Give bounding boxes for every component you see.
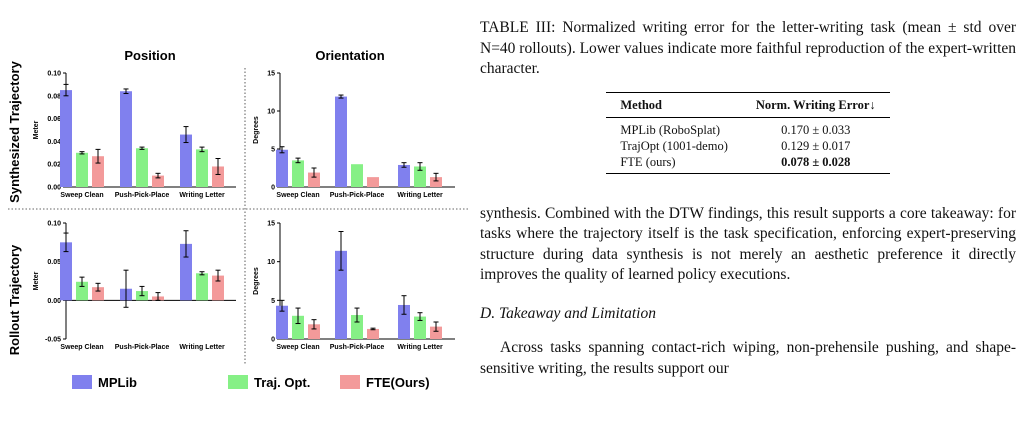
y-axis-label: Degrees [253, 267, 260, 295]
section-heading: D. Takeaway and Limitation [480, 304, 656, 322]
text-column: TABLE III: Normalized writing error for … [480, 18, 1016, 379]
y-tick-label: 0 [271, 337, 275, 344]
bar [367, 328, 379, 339]
bar [276, 305, 288, 339]
table-cell-value: 0.129 ± 0.017 [781, 138, 851, 153]
y-tick-label: 0.02 [47, 162, 61, 169]
bar-chart-grid: Position Orientation Synthesized Trajector… [7, 48, 468, 390]
y-tick-label: 0.10 [47, 71, 61, 78]
bar [414, 166, 426, 187]
table-cell-value: 0.170 ± 0.033 [781, 122, 851, 137]
bar [398, 164, 410, 187]
table-row: FTE (ours) 0.078 ± 0.028 [606, 153, 890, 174]
y-tick-label: 0.00 [47, 298, 61, 305]
legend-label: FTE(Ours) [366, 375, 430, 390]
body-paragraph-2: Across tasks spanning contact-rich wipin… [480, 339, 1016, 377]
bar [76, 152, 88, 187]
y-tick-label: 0.05 [47, 259, 61, 266]
table-header-error: Norm. Writing Error↓ [741, 91, 890, 118]
y-tick-label: 5 [271, 298, 275, 305]
bar [92, 156, 104, 187]
bar [196, 149, 208, 187]
y-tick-label: 0.08 [47, 93, 61, 100]
y-axis-label: Meter [33, 271, 40, 290]
y-tick-label: 0.00 [47, 185, 61, 192]
legend-swatch [340, 375, 360, 389]
bar [351, 315, 363, 339]
table-caption: TABLE III: Normalized writing error for … [480, 19, 1016, 77]
bar [414, 316, 426, 339]
table-row: MPLib (RoboSplat) 0.170 ± 0.033 [606, 117, 889, 138]
bar [152, 175, 164, 187]
x-tick-label: Writing Letter [397, 192, 443, 199]
y-axis-label: Meter [33, 120, 40, 139]
x-tick-label: Push-Pick-Place [330, 192, 385, 199]
bar [351, 164, 363, 187]
bar [276, 149, 288, 187]
legend-swatch [72, 375, 92, 389]
results-figure: Position Orientation Synthesized Trajector… [0, 0, 470, 422]
writing-error-table: Method Norm. Writing Error↓ MPLib (RoboS… [606, 91, 890, 174]
table-cell-method: FTE (ours) [606, 153, 742, 174]
bar [60, 242, 72, 301]
x-tick-label: Push-Pick-Place [115, 344, 170, 351]
row-title-synthesized: Synthesized Trajectory [7, 60, 22, 202]
x-tick-label: Sweep Clean [60, 192, 103, 199]
x-tick-label: Push-Pick-Place [330, 344, 385, 351]
bar [180, 243, 192, 301]
y-axis-label: Degrees [253, 116, 260, 144]
bar [60, 90, 72, 187]
y-tick-label: 15 [267, 221, 275, 228]
bar [76, 281, 88, 301]
bar [292, 315, 304, 339]
y-tick-label: 5 [271, 147, 275, 154]
table-cell-method: TrajOpt (1001-demo) [620, 138, 728, 153]
y-tick-label: 0 [271, 185, 275, 192]
bar [92, 287, 104, 301]
bar [335, 96, 347, 187]
y-tick-label: 10 [267, 259, 275, 266]
bar [196, 273, 208, 301]
y-tick-label: 0.04 [47, 139, 61, 146]
bar [367, 177, 379, 187]
bar [430, 177, 442, 187]
x-tick-label: Push-Pick-Place [115, 192, 170, 199]
bar [120, 91, 132, 187]
row-title-rollout: Rollout Trajectory [7, 244, 22, 355]
bar [430, 326, 442, 339]
bar [398, 304, 410, 339]
table-cell-value-best: 0.078 ± 0.028 [741, 153, 890, 174]
y-tick-label: 0.06 [47, 116, 61, 123]
bar [212, 166, 224, 187]
bar [335, 250, 347, 339]
x-tick-label: Writing Letter [179, 192, 225, 199]
table-cell-method: MPLib (RoboSplat) [620, 122, 721, 137]
table-header-method: Method [606, 91, 742, 118]
bar [212, 275, 224, 301]
x-tick-label: Writing Letter [397, 344, 443, 351]
bar [308, 172, 320, 187]
x-tick-label: Sweep Clean [276, 344, 319, 351]
legend-label: Traj. Opt. [254, 375, 310, 390]
x-tick-label: Writing Letter [179, 344, 225, 351]
y-tick-label: 10 [267, 109, 275, 116]
body-paragraph: synthesis. Combined with the DTW finding… [480, 204, 1016, 284]
x-tick-label: Sweep Clean [60, 344, 103, 351]
bar [308, 324, 320, 339]
table-row: TrajOpt (1001-demo) 0.129 ± 0.017 [606, 138, 889, 154]
legend-swatch [228, 375, 248, 389]
bar [136, 148, 148, 187]
bar [180, 134, 192, 187]
x-tick-label: Sweep Clean [276, 192, 319, 199]
column-title-position: Position [124, 48, 175, 63]
legend-label: MPLib [98, 375, 137, 390]
column-title-orientation: Orientation [315, 48, 384, 63]
y-tick-label: 0.10 [47, 221, 61, 228]
y-tick-label: -0.05 [45, 337, 61, 344]
y-tick-label: 15 [267, 71, 275, 78]
bar [292, 160, 304, 187]
